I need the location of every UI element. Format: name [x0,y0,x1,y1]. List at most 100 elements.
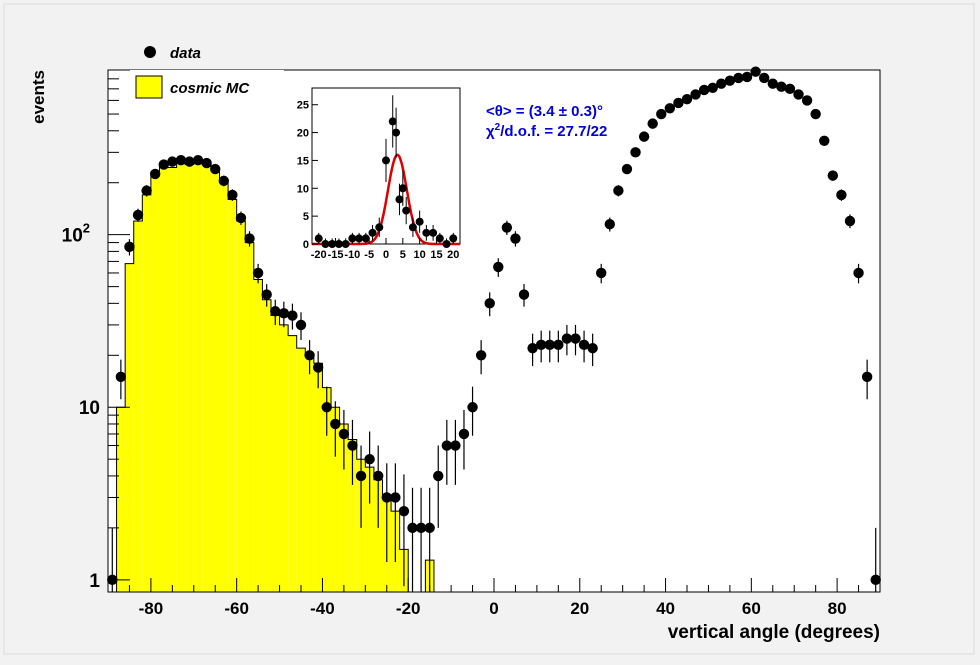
inset-data-point [402,206,411,215]
inset-y-tick-label: 5 [303,211,309,223]
inset-x-tick-label: 20 [447,249,459,261]
mc-bin-bar [339,423,349,592]
inset-x-tick-label: -10 [344,249,360,261]
data-point [261,289,272,300]
legend: data cosmic MC [130,45,284,104]
data-point [484,298,495,309]
x-tick-label: 60 [742,599,761,618]
data-point [861,371,873,383]
data-point [836,189,847,201]
mc-bin-bar [176,163,186,592]
inset-y-tick-label: 15 [297,155,309,167]
inset-data-point [395,195,404,204]
inset-data-point [328,240,337,248]
data-point [690,89,701,100]
data-point [347,440,358,451]
data-point [844,215,856,227]
data-point [210,163,221,175]
data-point [741,71,753,83]
annotation-chi2: χ2/d.o.f. = 27.7/22 [486,122,607,140]
mc-bin-bar [313,363,323,592]
data-point [518,289,530,300]
data-point [501,222,513,233]
inset-data-point [341,240,350,248]
mc-bin-bar [210,169,220,592]
data-point [553,339,564,351]
inset-data-point [398,184,407,193]
x-tick-label: -60 [224,599,249,618]
data-point [149,168,161,180]
data-point [784,83,796,95]
x-tick-label: 0 [489,599,498,618]
data-point [656,108,667,120]
mc-bin-bar [270,315,280,592]
data-point [759,72,770,84]
data-point [613,185,624,196]
mc-bin-bar [133,221,143,592]
x-tick-label: -20 [396,599,421,618]
data-point [373,470,384,482]
mc-bin-bar [365,467,374,592]
inset-y-tick-label: 25 [297,100,309,112]
data-point [458,428,470,440]
data-point [681,93,693,105]
inset-data-point [361,234,370,243]
mc-bin-bar [125,263,134,592]
data-point [338,428,350,440]
data-point [801,95,813,106]
y-tick-label: 102 [62,221,90,247]
data-point [673,97,684,109]
data-point [175,155,187,166]
inset-data-point [392,128,401,137]
mc-bin-bar [202,164,211,592]
mc-bin-bar [262,299,271,592]
data-point [235,212,247,224]
x-tick-label: 20 [570,599,589,618]
data-point [227,189,238,201]
data-point [510,233,521,244]
data-point [158,159,169,170]
data-point [535,339,547,351]
x-tick-label: 40 [656,599,675,618]
mc-histogram-layer [108,162,880,593]
data-point [475,350,487,361]
data-point [698,84,710,96]
data-point [115,371,127,383]
y-tick-label: 1 [89,571,100,592]
mc-bin-bar [288,335,297,592]
inset-x-tick-label: -20 [311,249,327,261]
mc-bin-bar [185,164,194,592]
data-points-layer [107,66,881,592]
mc-bin-bar [236,221,246,592]
data-point [621,163,633,175]
inset-y-tick-label: 20 [297,128,309,140]
data-point [493,261,504,273]
x-axis-label: vertical angle (degrees) [668,622,880,643]
data-point [450,440,461,451]
mc-bin-bar [331,407,340,592]
inset-x-tick-label: 10 [414,249,426,261]
legend-mc-swatch [135,75,163,99]
data-point [707,82,718,93]
inset-data-point [334,240,343,248]
data-point [733,72,744,84]
mc-bin-bar [228,199,237,592]
mc-bin-bar [193,163,203,592]
mc-bin-bar [296,348,306,592]
y-tick-label: 10 [79,398,100,419]
data-point [330,418,341,430]
x-tick-label: -40 [310,599,335,618]
legend-mc-label: cosmic MC [170,80,250,97]
data-point [433,470,444,482]
inset-data-point [442,240,451,248]
inset-data-point [355,234,364,243]
inset-x-tick-label: 0 [383,249,389,261]
data-point [441,440,453,451]
data-point [364,453,375,465]
mc-bin-bar [150,175,160,592]
inset-y-tick-label: 0 [303,239,309,251]
